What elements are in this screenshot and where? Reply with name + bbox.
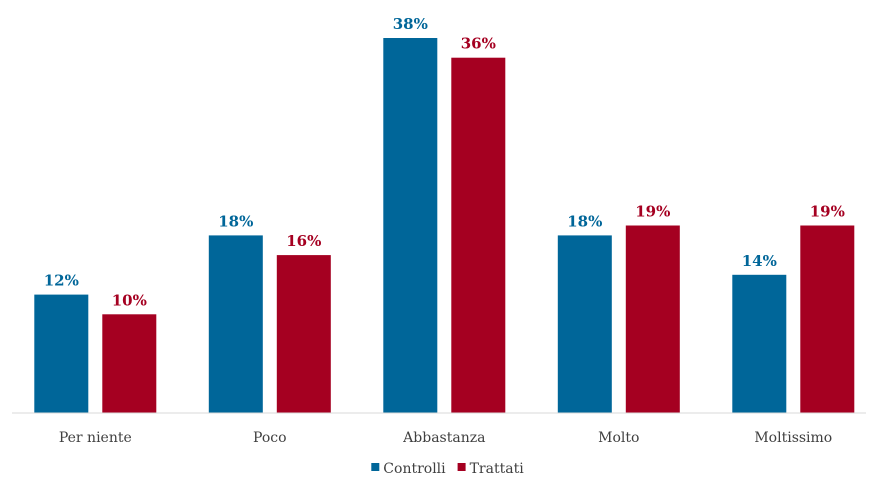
bar-controlli-4: [732, 274, 787, 413]
legend-swatch-trattati: [457, 463, 466, 471]
value-label-controlli-0: 12%: [44, 272, 79, 290]
bar-trattati-3: [625, 225, 680, 413]
bar-trattati-2: [451, 57, 506, 413]
category-label-1: Poco: [253, 430, 287, 446]
category-label-2: Abbastanza: [402, 430, 485, 446]
bar-controlli-1: [208, 235, 263, 413]
value-label-trattati-4: 19%: [810, 203, 845, 221]
legend-label-controlli: Controlli: [383, 461, 446, 477]
value-label-controlli-4: 14%: [742, 252, 777, 270]
bars-layer: [34, 38, 855, 413]
category-label-4: Moltissimo: [754, 430, 832, 446]
bar-trattati-1: [276, 255, 331, 413]
category-label-3: Molto: [598, 430, 639, 446]
legend-swatch-controlli: [371, 463, 380, 471]
value-label-trattati-2: 36%: [461, 35, 496, 53]
value-labels-layer: 12% 10% 18% 16% 38% 36% 18% 19% 14% 19%: [44, 15, 845, 309]
legend: Controlli Trattati: [371, 461, 524, 477]
value-label-controlli-3: 18%: [567, 212, 602, 230]
bar-controlli-2: [383, 38, 438, 413]
value-label-trattati-1: 16%: [286, 232, 321, 250]
bar-trattati-0: [102, 314, 157, 413]
bar-controlli-3: [557, 235, 612, 413]
value-label-trattati-3: 19%: [635, 203, 670, 221]
legend-label-trattati: Trattati: [470, 461, 525, 477]
bar-trattati-4: [800, 225, 855, 413]
bar-controlli-0: [34, 294, 89, 413]
value-label-trattati-0: 10%: [112, 291, 147, 309]
category-labels-layer: Per niente Poco Abbastanza Molto Moltissimo: [59, 430, 832, 446]
value-label-controlli-1: 18%: [218, 212, 253, 230]
category-label-0: Per niente: [59, 430, 132, 446]
value-label-controlli-2: 38%: [393, 15, 428, 33]
